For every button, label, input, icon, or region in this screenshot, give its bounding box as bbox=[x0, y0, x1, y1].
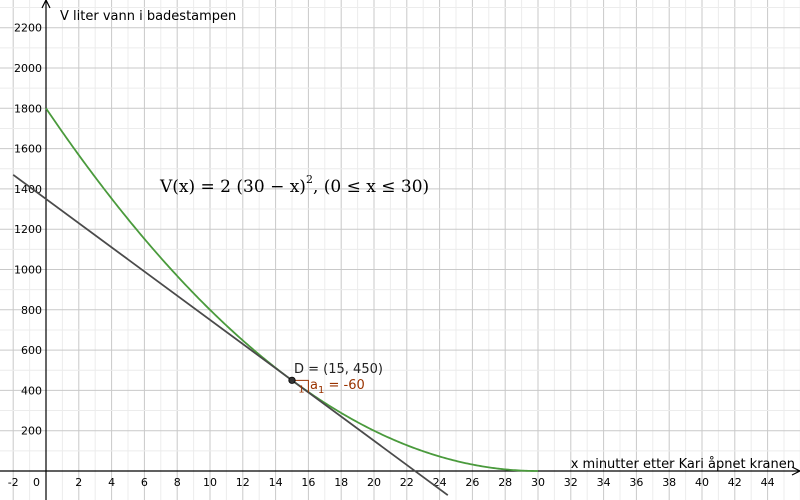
x-tick-label: 42 bbox=[728, 476, 742, 489]
slope-triangle bbox=[292, 379, 309, 393]
slope-label-value: = -60 bbox=[324, 378, 364, 393]
x-tick-label: 8 bbox=[174, 476, 181, 489]
x-tick-label: 28 bbox=[498, 476, 512, 489]
y-axis-arrow bbox=[41, 0, 51, 9]
slope-run-label: 1 bbox=[298, 384, 304, 395]
y-tick-label: 1600 bbox=[14, 143, 42, 156]
x-tick-label: 6 bbox=[141, 476, 148, 489]
y-tick-label: 200 bbox=[21, 425, 42, 438]
x-tick-label: 2 bbox=[75, 476, 82, 489]
x-tick-label: 30 bbox=[531, 476, 545, 489]
x-tick-label: 24 bbox=[433, 476, 447, 489]
x-tick-label: 22 bbox=[400, 476, 414, 489]
x-tick-label: 34 bbox=[597, 476, 611, 489]
point-d-label: D = (15, 450) bbox=[294, 362, 383, 377]
point-d-group bbox=[288, 376, 296, 384]
tick-labels: -2 2 4 6 8 10 12 14 16 18 20 22 24 26 28 30 32 34 36 38 40 42… bbox=[8, 22, 775, 489]
x-tick-label: 26 bbox=[465, 476, 479, 489]
x-tick-label: 20 bbox=[367, 476, 381, 489]
y-tick-label: 2200 bbox=[14, 22, 42, 35]
y-tick-label: 1200 bbox=[14, 223, 42, 236]
x-tick-label: 4 bbox=[108, 476, 115, 489]
y-tick-label: 1000 bbox=[14, 264, 42, 277]
formula-exponent: 2 bbox=[306, 173, 313, 186]
x-tick-label: 44 bbox=[761, 476, 775, 489]
x-tick-label: 38 bbox=[662, 476, 676, 489]
x-tick-label: 12 bbox=[236, 476, 250, 489]
y-tick-label: 800 bbox=[21, 304, 42, 317]
x-axis-arrow bbox=[791, 466, 800, 476]
tangent-line bbox=[12, 174, 449, 496]
slope-label: a1 = -60 bbox=[310, 378, 365, 396]
origin-label: 0 bbox=[33, 476, 40, 489]
x-tick-label: 14 bbox=[269, 476, 283, 489]
x-tick-label: 18 bbox=[334, 476, 348, 489]
y-tick-label: 400 bbox=[21, 384, 42, 397]
x-axis-label: x minutter etter Kari åpnet kranen bbox=[571, 457, 795, 472]
formula-main: V(x) = 2 (30 − x) bbox=[159, 177, 306, 197]
y-tick-label: 2000 bbox=[14, 62, 42, 75]
x-tick-label: 36 bbox=[629, 476, 643, 489]
x-tick-label: 10 bbox=[203, 476, 217, 489]
formula-domain: , (0 ≤ x ≤ 30) bbox=[313, 177, 429, 197]
y-tick-label: 1800 bbox=[14, 102, 42, 115]
x-tick-label: 32 bbox=[564, 476, 578, 489]
point-d bbox=[288, 376, 296, 384]
slope-label-base: a bbox=[310, 378, 318, 393]
x-tick-label: -2 bbox=[8, 476, 19, 489]
slope-label-sub: 1 bbox=[318, 385, 324, 396]
x-tick-label: 40 bbox=[695, 476, 709, 489]
x-tick-label: 16 bbox=[301, 476, 315, 489]
y-tick-label: 1400 bbox=[14, 183, 42, 196]
y-axis-label: V liter vann i badestampen bbox=[60, 9, 236, 24]
function-formula: V(x) = 2 (30 − x)2, (0 ≤ x ≤ 30) bbox=[159, 173, 429, 197]
y-tick-label: 600 bbox=[21, 344, 42, 357]
